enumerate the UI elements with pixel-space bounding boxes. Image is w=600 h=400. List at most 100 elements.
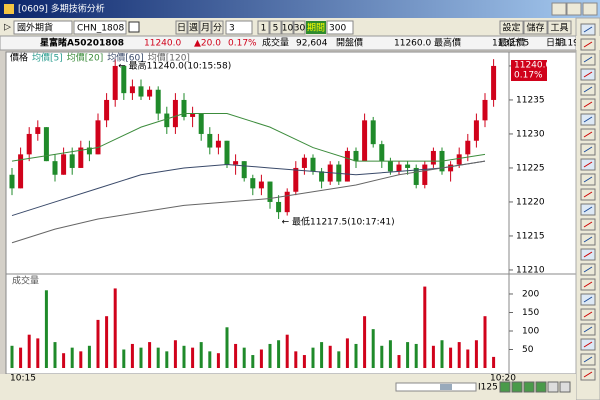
tool-button-box[interactable] [499, 20, 524, 35]
tool-glyph [583, 311, 593, 318]
volume-bar [449, 347, 453, 368]
volume-bar [208, 351, 212, 368]
candle-body [190, 113, 196, 117]
candle-body [147, 89, 153, 97]
volume-bar [354, 343, 358, 368]
y-tick-label: 11230 [516, 129, 545, 139]
candle-body [250, 178, 256, 189]
change: ▲20.0 [194, 39, 221, 49]
tool-button-box[interactable] [547, 20, 572, 35]
tool-glyph [583, 191, 593, 198]
period-button-box[interactable] [175, 20, 188, 35]
volume-bar [191, 347, 195, 368]
volume-bar [53, 342, 57, 368]
window-title: [0609] 多期技術分析 [18, 3, 105, 15]
tool-glyph [583, 161, 593, 168]
candle-body [43, 127, 49, 162]
candle-body [465, 140, 471, 155]
minute-select[interactable] [225, 20, 253, 35]
x-label: 10:15 [10, 374, 36, 384]
market[interactable]: 國外期貨 [17, 22, 53, 34]
volume-bar [70, 347, 74, 368]
moving-average [11, 160, 486, 217]
period-button-box[interactable] [211, 20, 224, 35]
y-tick-label: 100 [522, 326, 539, 336]
candle-body [448, 164, 454, 172]
scroll-track[interactable] [395, 382, 477, 392]
quick-button-box[interactable] [293, 20, 306, 35]
volume-bar [130, 343, 134, 368]
maximize[interactable] [566, 2, 582, 16]
period-button[interactable]: 日 [177, 23, 186, 34]
volume-bar [251, 355, 255, 368]
tool-button[interactable]: 工具 [550, 23, 568, 34]
moving-average [11, 160, 486, 244]
field-value: 11327.5 [492, 39, 529, 49]
tool-button[interactable]: 設定 [502, 22, 520, 34]
candle-body [319, 171, 325, 182]
tool-glyph [583, 356, 593, 363]
symbol-select[interactable] [73, 20, 127, 35]
candle-body [172, 99, 178, 128]
candle-body [370, 120, 376, 145]
tool-glyph [583, 26, 593, 33]
tool-glyph [583, 371, 593, 378]
tool-button[interactable]: 儲存 [526, 22, 544, 34]
period-button-box[interactable] [199, 20, 212, 35]
tool-button-box[interactable] [523, 20, 548, 35]
candle-body [138, 86, 144, 97]
range[interactable]: 300 [329, 24, 346, 34]
candle-body [267, 181, 273, 202]
candle-body [26, 133, 32, 155]
zoom-button[interactable] [499, 381, 511, 393]
volume-bar [225, 327, 229, 368]
period-button[interactable]: 分 [213, 23, 222, 34]
chart-area [5, 51, 577, 375]
last-price-box [511, 60, 547, 81]
candle-body [215, 140, 221, 148]
zoom-button[interactable] [535, 381, 547, 393]
quick-button-box[interactable] [257, 20, 270, 35]
period-button-box[interactable] [187, 20, 200, 35]
y-tick-label: 50 [522, 345, 534, 355]
volume-bar [19, 347, 23, 368]
close[interactable] [582, 2, 598, 16]
zoom-button[interactable] [523, 381, 535, 393]
symbol[interactable]: CHN_1808 [77, 24, 124, 34]
quick-button[interactable]: 10 [282, 24, 294, 34]
y-tick-label: 11210 [516, 265, 545, 275]
quick-button-box[interactable] [281, 20, 294, 35]
range-input[interactable] [326, 20, 354, 35]
quick-button-box[interactable] [269, 20, 282, 35]
candle-body [155, 89, 161, 114]
field-value: 11260.0 [394, 39, 431, 49]
volume-bar [406, 342, 410, 368]
field-label: 最高價 [434, 37, 461, 49]
zoom-button[interactable] [547, 381, 559, 393]
last-price-label: 11240.0 [514, 61, 551, 71]
quick-button[interactable]: 1 [261, 24, 267, 34]
volume-bar [363, 316, 367, 368]
quick-button[interactable]: 5 [273, 24, 279, 34]
candle-body [491, 65, 497, 100]
zoom-button[interactable] [511, 381, 523, 393]
checkbox[interactable] [128, 21, 140, 33]
period-button[interactable]: 月 [201, 23, 210, 34]
volume-bar [268, 343, 272, 368]
tool-glyph [583, 86, 593, 93]
candle-body [69, 154, 75, 168]
quick-button[interactable]: 30 [294, 24, 306, 34]
market-select[interactable] [13, 20, 73, 35]
volume-bar [431, 345, 435, 368]
legend-entry: 均價[60] [107, 52, 143, 64]
volume-bar [371, 329, 375, 368]
zoom-button[interactable] [559, 381, 571, 393]
tool-glyph [583, 71, 593, 78]
minimize[interactable] [551, 2, 567, 16]
minute[interactable]: 3 [229, 24, 235, 34]
candle-body [112, 65, 118, 100]
scroll-thumb[interactable] [440, 384, 452, 390]
candle-body [482, 99, 488, 121]
period-button[interactable]: 週 [189, 23, 198, 34]
candle-body [241, 161, 247, 179]
